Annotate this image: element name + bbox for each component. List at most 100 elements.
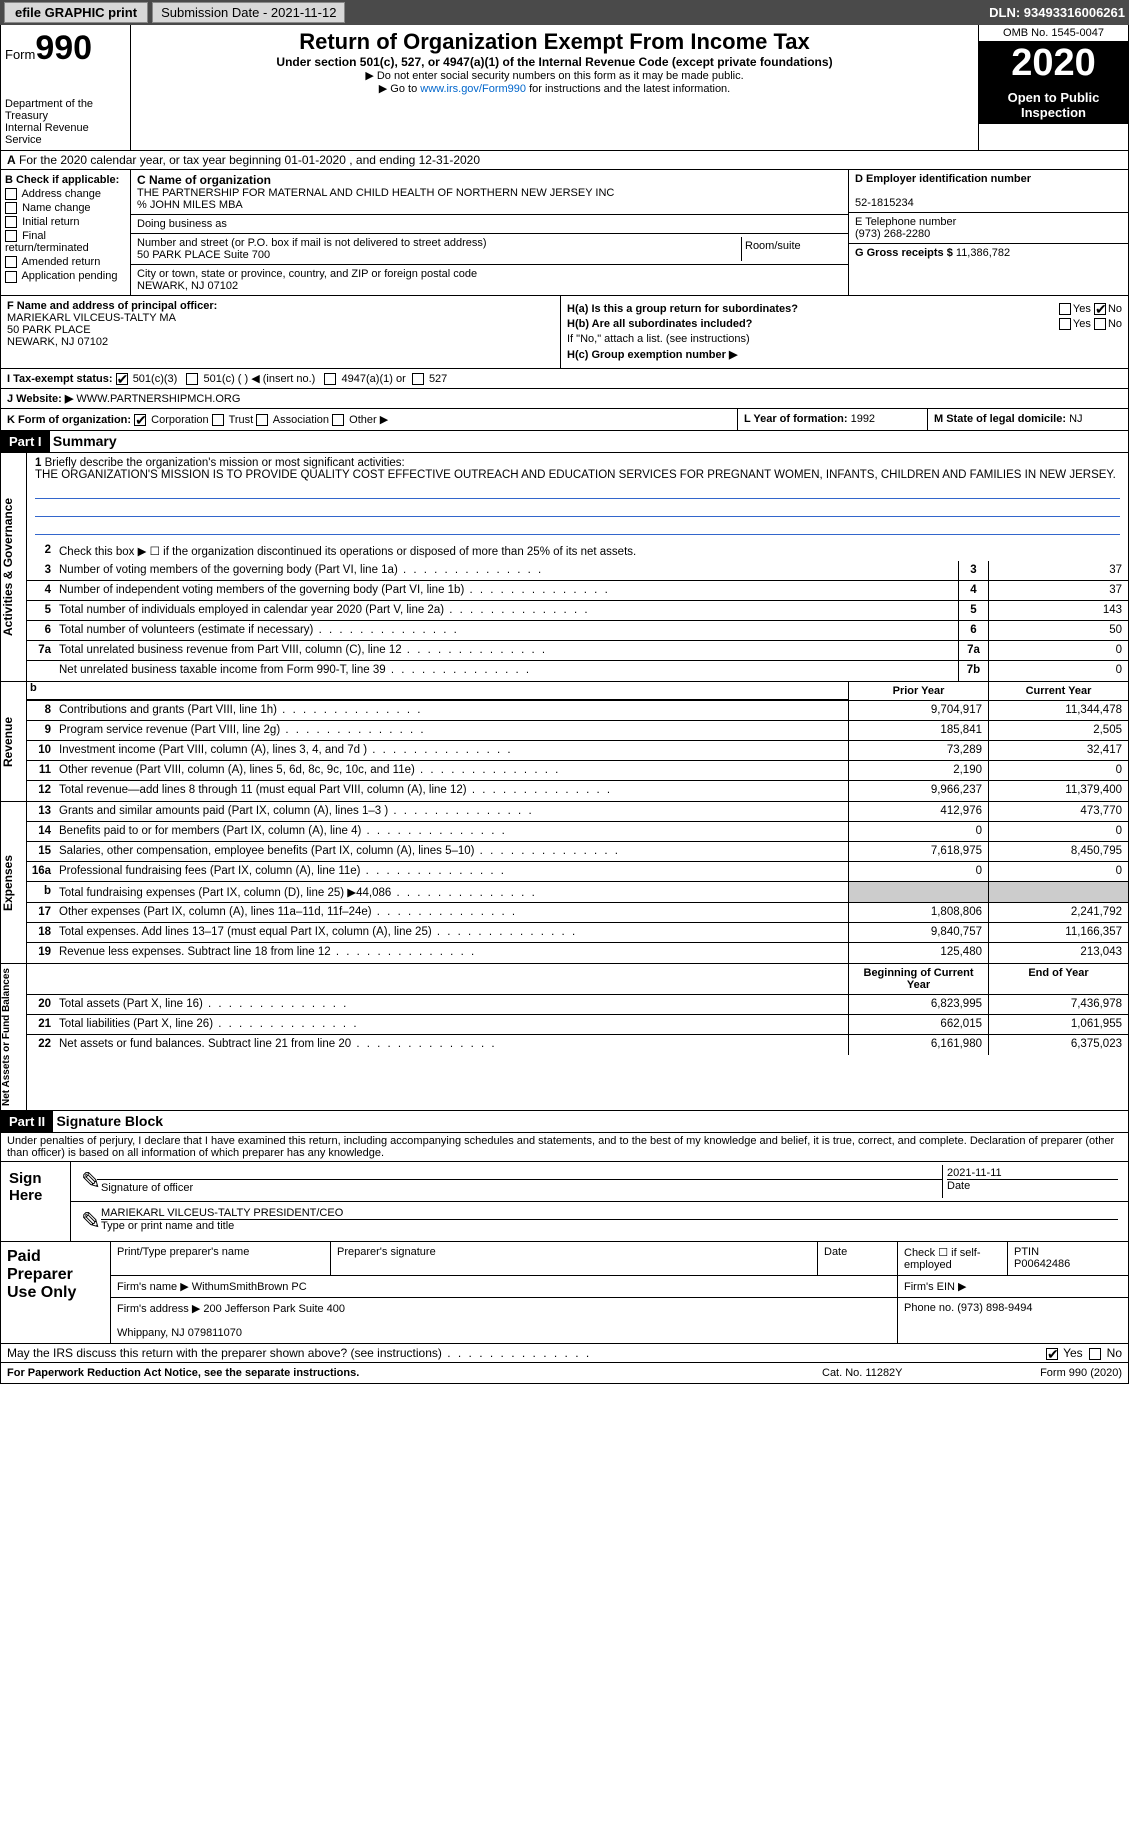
discuss-no[interactable] (1089, 1348, 1101, 1360)
footer: For Paperwork Reduction Act Notice, see … (0, 1363, 1129, 1384)
cb-other[interactable] (332, 414, 344, 426)
mission-text: THE ORGANIZATION'S MISSION IS TO PROVIDE… (35, 469, 1116, 481)
officer-name: MARIEKARL VILCEUS-TALTY PRESIDENT/CEO (101, 1207, 343, 1219)
hdr-begin-year: Beginning of Current Year (848, 964, 988, 994)
cb-address-change[interactable]: Address change (5, 188, 126, 200)
org-name: THE PARTNERSHIP FOR MATERNAL AND CHILD H… (137, 187, 614, 211)
entity-block: B Check if applicable: Address change Na… (0, 170, 1129, 296)
public-inspection: Open to Public Inspection (979, 86, 1128, 124)
efile-print-button[interactable]: efile GRAPHIC print (4, 2, 148, 23)
hdr-prior-year: Prior Year (848, 682, 988, 700)
city: NEWARK, NJ 07102 (137, 280, 238, 292)
vtab-netassets: Net Assets or Fund Balances (1, 964, 27, 1110)
omb-number: OMB No. 1545-0047 (979, 25, 1128, 42)
preparer-block: Paid Preparer Use Only Print/Type prepar… (0, 1242, 1129, 1344)
summary-governance: Activities & Governance 1 Briefly descri… (0, 453, 1129, 682)
hb-label: H(b) Are all subordinates included? (567, 318, 752, 330)
prep-selfemp: Check ☐ if self-employed (898, 1242, 1008, 1275)
line-j: J Website: ▶ WWW.PARTNERSHIPMCH.ORG (0, 389, 1129, 409)
summary-line: 21Total liabilities (Part X, line 26)662… (27, 1015, 1128, 1035)
org-name-label: C Name of organization (137, 173, 271, 187)
form-title: Return of Organization Exempt From Incom… (135, 29, 974, 55)
summary-line: 3Number of voting members of the governi… (27, 561, 1128, 581)
ha-no[interactable] (1094, 303, 1106, 315)
summary-line: 7aTotal unrelated business revenue from … (27, 641, 1128, 661)
hb-note: If "No," attach a list. (see instruction… (567, 333, 1122, 345)
sig-officer-label: Signature of officer (101, 1182, 193, 1194)
cb-527[interactable] (412, 373, 424, 385)
form-header: Form990 Department of the Treasury Inter… (0, 25, 1129, 151)
summary-line: 9Program service revenue (Part VIII, lin… (27, 721, 1128, 741)
q2: Check this box ▶ ☐ if the organization d… (55, 541, 1128, 561)
form-subtitle: Under section 501(c), 527, or 4947(a)(1)… (135, 55, 974, 69)
cat-no: Cat. No. 11282Y (822, 1367, 982, 1379)
dept-treasury: Department of the Treasury Internal Reve… (5, 98, 126, 146)
line-a: A For the 2020 calendar year, or tax yea… (0, 151, 1129, 170)
paperwork-notice: For Paperwork Reduction Act Notice, see … (7, 1367, 822, 1379)
cb-amended[interactable]: Amended return (5, 256, 126, 268)
note-ssn: ▶ Do not enter social security numbers o… (135, 69, 974, 82)
cb-corp[interactable] (134, 414, 146, 426)
website: WWW.PARTNERSHIPMCH.ORG (76, 393, 240, 405)
cb-name-change[interactable]: Name change (5, 202, 126, 214)
summary-line: 13Grants and similar amounts paid (Part … (27, 802, 1128, 822)
irs-link[interactable]: www.irs.gov/Form990 (420, 83, 526, 95)
prep-sig-label: Preparer's signature (331, 1242, 818, 1275)
phone: (973) 268-2280 (855, 228, 930, 240)
firm-ein-label: Firm's EIN ▶ (898, 1276, 1128, 1297)
hb-yes[interactable] (1059, 318, 1071, 330)
summary-line: bTotal fundraising expenses (Part IX, co… (27, 882, 1128, 903)
ptin: P00642486 (1014, 1258, 1070, 1270)
phone-label: E Telephone number (855, 216, 956, 228)
fgh-block: F Name and address of principal officer:… (0, 296, 1129, 369)
summary-expenses: Expenses 13Grants and similar amounts pa… (0, 802, 1129, 964)
officer-label: F Name and address of principal officer: (7, 300, 217, 312)
vtab-governance: Activities & Governance (1, 453, 27, 681)
vtab-expenses: Expenses (1, 802, 27, 963)
firm-name: WithumSmithBrown PC (192, 1281, 307, 1293)
year-formation: 1992 (851, 413, 875, 425)
dba-label: Doing business as (137, 218, 227, 230)
gross-label: G Gross receipts $ (855, 247, 953, 259)
cb-app-pending[interactable]: Application pending (5, 270, 126, 282)
summary-line: 12Total revenue—add lines 8 through 11 (… (27, 781, 1128, 801)
q1-label: Briefly describe the organization's miss… (45, 457, 405, 469)
form-ref: Form 990 (2020) (982, 1367, 1122, 1379)
top-bar: efile GRAPHIC print Submission Date - 20… (0, 0, 1129, 25)
note-link: ▶ Go to www.irs.gov/Form990 for instruct… (135, 82, 974, 95)
form-number: 990 (35, 29, 92, 67)
summary-line: 14Benefits paid to or for members (Part … (27, 822, 1128, 842)
state-domicile: NJ (1069, 413, 1082, 425)
cb-4947[interactable] (324, 373, 336, 385)
ein: 52-1815234 (855, 197, 914, 209)
summary-line: 10Investment income (Part VIII, column (… (27, 741, 1128, 761)
sign-block: Sign Here ✎ Signature of officer 2021-11… (0, 1162, 1129, 1242)
summary-line: 18Total expenses. Add lines 13–17 (must … (27, 923, 1128, 943)
ha-label: H(a) Is this a group return for subordin… (567, 303, 798, 315)
summary-line: 4Number of independent voting members of… (27, 581, 1128, 601)
summary-line: 5Total number of individuals employed in… (27, 601, 1128, 621)
jurat: Under penalties of perjury, I declare th… (0, 1133, 1129, 1162)
part1-header: Part I Summary (0, 431, 1129, 453)
cb-assoc[interactable] (256, 414, 268, 426)
prep-date-label: Date (818, 1242, 898, 1275)
cb-final-return[interactable]: Final return/terminated (5, 230, 126, 254)
summary-line: 17Other expenses (Part IX, column (A), l… (27, 903, 1128, 923)
ha-yes[interactable] (1059, 303, 1071, 315)
summary-line: 15Salaries, other compensation, employee… (27, 842, 1128, 862)
cb-501c3[interactable] (116, 373, 128, 385)
city-label: City or town, state or province, country… (137, 268, 477, 280)
gross-receipts: 11,386,782 (956, 247, 1010, 259)
hb-no[interactable] (1094, 318, 1106, 330)
room-label: Room/suite (742, 237, 842, 261)
cb-trust[interactable] (212, 414, 224, 426)
form-label: Form (5, 47, 35, 62)
tax-year: 2020 (979, 42, 1128, 86)
line-klm: K Form of organization: Corporation Trus… (0, 409, 1129, 431)
summary-line: 16aProfessional fundraising fees (Part I… (27, 862, 1128, 882)
discuss-yes[interactable] (1046, 1348, 1058, 1360)
prep-label: Paid Preparer Use Only (1, 1242, 111, 1343)
street-label: Number and street (or P.O. box if mail i… (137, 237, 487, 249)
cb-501c[interactable] (186, 373, 198, 385)
cb-initial-return[interactable]: Initial return (5, 216, 126, 228)
